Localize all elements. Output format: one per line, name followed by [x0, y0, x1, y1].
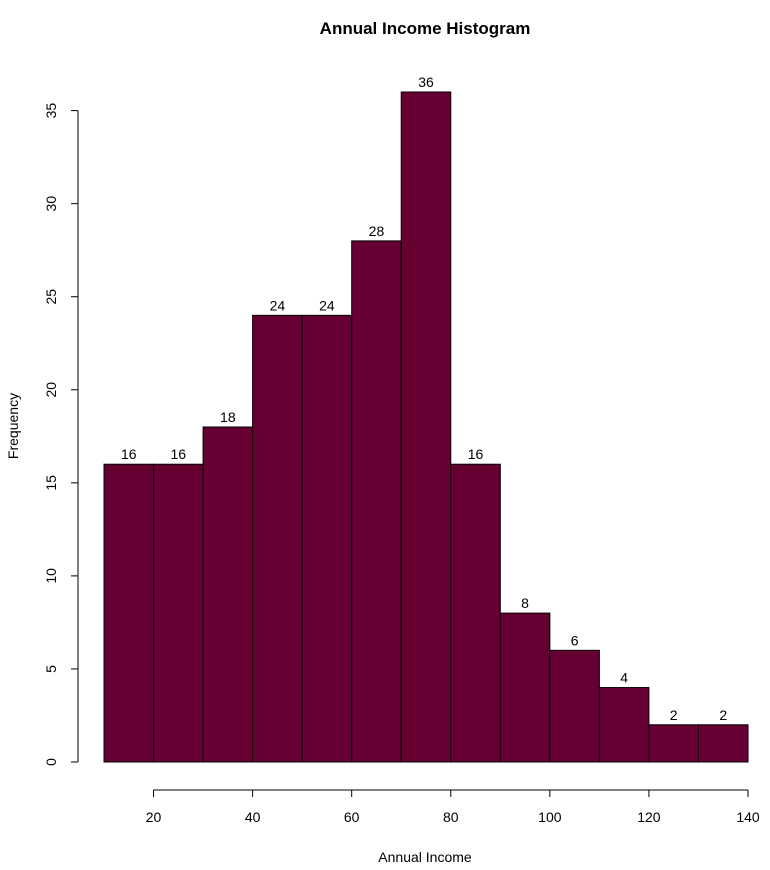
bar-count-label: 6 [571, 632, 579, 648]
bars-group [103, 91, 749, 763]
histogram-bar [697, 724, 749, 763]
x-axis-label: Annual Income [378, 849, 472, 865]
bar-labels-group: 16 16 18 24 24 28 36 16 8 6 4 2 2 [121, 74, 727, 723]
histogram-bar [549, 649, 600, 763]
x-tick-label: 120 [637, 809, 661, 825]
y-tick-label: 10 [43, 568, 59, 584]
y-tick-label: 35 [43, 103, 59, 119]
bar-count-label: 2 [670, 707, 678, 723]
bar-count-label: 4 [620, 670, 628, 686]
x-tick-label: 40 [245, 809, 261, 825]
bar-count-label: 24 [319, 297, 335, 313]
y-axis-label: Frequency [5, 393, 21, 459]
bar-count-label: 16 [468, 446, 484, 462]
x-tick-label: 140 [736, 809, 760, 825]
histogram-bar [301, 314, 353, 763]
histogram-bar [153, 463, 204, 763]
bar-count-label: 24 [270, 297, 286, 313]
histogram-bar [450, 463, 501, 763]
histogram-bar [598, 687, 650, 763]
y-tick-label: 25 [43, 289, 59, 305]
bar-count-label: 8 [521, 595, 529, 611]
bar-count-label: 36 [418, 74, 434, 90]
y-tick-label: 5 [43, 665, 59, 673]
bar-count-label: 18 [220, 409, 236, 425]
x-tick-label: 100 [538, 809, 562, 825]
y-tick-label: 15 [43, 475, 59, 491]
histogram-bar [202, 426, 254, 763]
histogram-bar [499, 612, 551, 763]
x-axis: 20 40 60 80 100 120 140 [146, 789, 760, 825]
histogram-bar [648, 724, 699, 763]
y-tick-label: 20 [43, 382, 59, 398]
bar-count-label: 2 [719, 707, 727, 723]
histogram-bar [103, 463, 155, 763]
histogram-bar [252, 314, 303, 763]
histogram-bar [351, 240, 402, 763]
x-tick-label: 20 [146, 809, 162, 825]
bar-count-label: 28 [369, 223, 385, 239]
y-tick-label: 0 [43, 758, 59, 766]
bar-count-label: 16 [171, 446, 187, 462]
bar-count-label: 16 [121, 446, 137, 462]
chart-title: Annual Income Histogram [320, 19, 531, 38]
histogram-bar [400, 91, 452, 763]
x-tick-label: 80 [443, 809, 459, 825]
y-tick-label: 30 [43, 196, 59, 212]
y-axis: 0 5 10 15 20 25 30 35 [43, 103, 79, 766]
x-tick-label: 60 [344, 809, 360, 825]
